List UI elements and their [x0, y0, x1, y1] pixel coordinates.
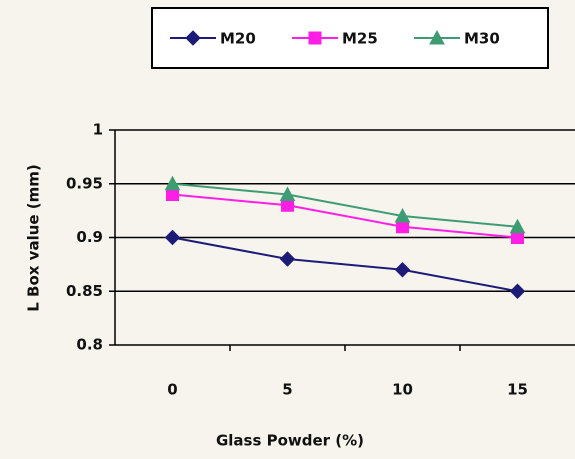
data-point — [394, 262, 411, 278]
x-axis-label: Glass Powder (%) — [216, 432, 364, 450]
legend-label: M25 — [342, 30, 378, 48]
data-point — [279, 251, 296, 267]
y-axis-label: L Box value (mm) — [25, 164, 43, 312]
data-point — [166, 188, 179, 201]
data-point — [164, 229, 181, 246]
x-tick-label: 5 — [282, 381, 292, 399]
data-point — [164, 175, 181, 191]
series-line — [172, 236, 518, 293]
series-line — [172, 193, 518, 239]
data-point — [279, 186, 296, 201]
legend-marker — [308, 31, 322, 45]
legend-label: M30 — [464, 30, 500, 48]
y-tick-label: 0.9 — [76, 228, 103, 246]
y-tick-label: 0.85 — [66, 282, 103, 300]
y-tick-label: 0.8 — [76, 336, 103, 354]
y-tick-label: 0.95 — [66, 174, 103, 192]
data-point — [394, 207, 411, 223]
x-tick-label: 15 — [507, 381, 528, 399]
legend-marker — [185, 30, 201, 46]
data-point — [509, 218, 526, 234]
x-tick-label: 0 — [167, 381, 177, 399]
series-line — [172, 182, 518, 228]
data-point — [396, 220, 409, 234]
data-point — [281, 198, 294, 212]
data-point — [511, 231, 524, 244]
legend-marker — [429, 29, 445, 45]
y-tick-label: 1 — [93, 121, 103, 139]
data-point — [509, 283, 526, 299]
x-tick-label: 10 — [392, 381, 413, 399]
legend-box — [151, 7, 549, 69]
legend-label: M20 — [220, 30, 256, 48]
